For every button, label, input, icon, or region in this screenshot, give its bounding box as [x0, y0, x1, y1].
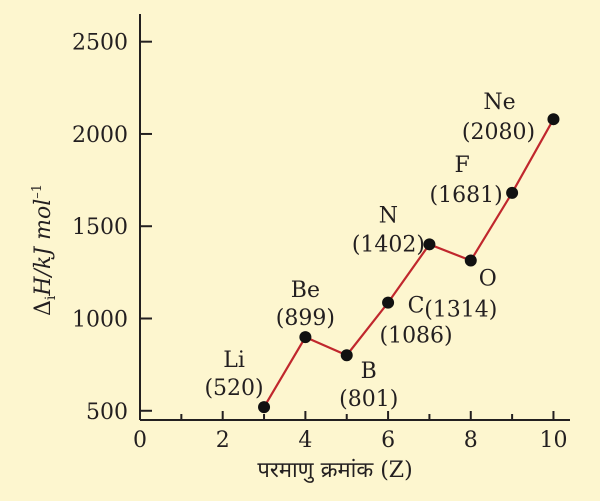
y-axis-title: ΔiH/kJ mol–1 — [30, 184, 59, 316]
y-ticks: 500 1000 1500 2000 2500 — [72, 31, 152, 425]
point-value-n: (1402) — [352, 232, 425, 257]
data-point-li — [258, 401, 271, 414]
x-tick-label: 2 — [216, 428, 230, 453]
x-tick-label: 6 — [381, 428, 395, 453]
x-axis-title: परमाणु क्रमांक (Z) — [257, 458, 412, 483]
point-value-ne: (2080) — [462, 120, 535, 145]
y-axis-title-main: H/kJ mol — [31, 199, 56, 297]
point-value-o: (1314) — [424, 298, 497, 323]
y-tick-label: 1000 — [72, 308, 128, 333]
x-tick-label: 10 — [539, 428, 567, 453]
y-tick-label: 2000 — [72, 123, 128, 148]
data-points — [258, 113, 560, 414]
y-axis-title-sub: i — [43, 295, 59, 300]
x-tick-label: 4 — [298, 428, 312, 453]
point-symbol-f: F — [454, 153, 469, 178]
axes — [139, 14, 570, 421]
point-value-b: (801) — [339, 387, 398, 412]
point-labels: Li (520) Be (899) B (801) C (1086) N (1402) O (1314… — [204, 90, 535, 412]
point-symbol-c: C — [408, 294, 425, 319]
y-axis-title-sup: –1 — [30, 184, 45, 199]
series-line — [263, 118, 555, 408]
data-point-b — [340, 349, 353, 362]
point-value-f: (1681) — [430, 183, 503, 208]
point-symbol-o: O — [479, 267, 497, 292]
data-point-ne — [547, 113, 560, 126]
point-symbol-li: Li — [223, 348, 245, 373]
data-point-o — [464, 254, 477, 267]
y-tick-label: 1500 — [72, 215, 128, 240]
x-tick-label: 8 — [464, 428, 478, 453]
x-tick-label: 0 — [133, 428, 147, 453]
data-point-f — [506, 186, 519, 199]
point-value-be: (899) — [276, 306, 335, 331]
y-tick-label: 500 — [86, 400, 128, 425]
point-symbol-b: B — [361, 359, 377, 384]
x-ticks: 0 2 4 6 8 10 — [133, 411, 567, 453]
data-point-n — [423, 238, 436, 251]
data-point-be — [299, 331, 312, 344]
point-symbol-be: Be — [291, 278, 320, 303]
point-symbol-ne: Ne — [483, 90, 515, 115]
data-point-c — [382, 296, 395, 309]
y-tick-label: 2500 — [72, 31, 128, 56]
point-value-li: (520) — [204, 376, 263, 401]
y-axis-title-delta: Δ — [31, 300, 56, 316]
point-value-c: (1086) — [379, 324, 452, 349]
point-symbol-n: N — [379, 203, 398, 228]
